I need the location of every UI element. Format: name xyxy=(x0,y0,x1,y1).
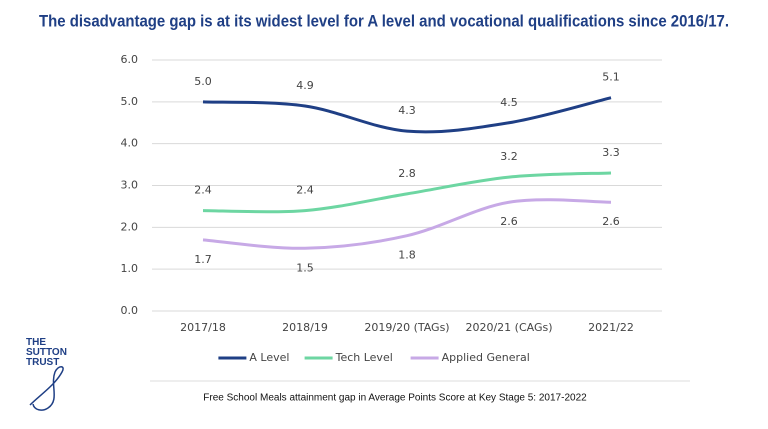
data-label: 2.4 xyxy=(194,184,212,197)
legend-label: A Level xyxy=(249,351,289,364)
legend-label: Tech Level xyxy=(335,351,393,364)
data-label: 4.9 xyxy=(296,79,314,92)
legend-label: Applied General xyxy=(442,351,530,364)
x-tick-label: 2021/22 xyxy=(588,321,634,334)
data-label: 1.5 xyxy=(296,261,314,274)
y-tick-label: 1.0 xyxy=(121,262,139,275)
y-tick-label: 5.0 xyxy=(121,95,139,108)
data-label: 3.3 xyxy=(602,146,620,159)
caption: Free School Meals attainment gap in Aver… xyxy=(203,393,587,404)
data-label: 2.6 xyxy=(500,215,518,228)
data-label: 1.8 xyxy=(398,249,416,262)
line xyxy=(202,198,612,250)
line xyxy=(202,96,612,134)
data-label: 2.6 xyxy=(602,215,620,228)
x-tick-label: 2017/18 xyxy=(180,321,226,334)
data-label: 4.3 xyxy=(398,104,416,117)
line xyxy=(202,171,612,214)
y-tick-label: 2.0 xyxy=(121,220,139,233)
x-tick-label: 2019/20 (TAGs) xyxy=(364,321,449,334)
logo-text: THE SUTTON TRUST xyxy=(26,338,67,368)
x-tick-label: 2020/21 (CAGs) xyxy=(465,321,552,334)
chart-title: The disadvantage gap is at its widest le… xyxy=(39,12,729,30)
y-tick-label: 6.0 xyxy=(121,53,139,66)
logo-swirl xyxy=(29,366,64,411)
data-label: 1.7 xyxy=(194,253,212,266)
data-label: 4.5 xyxy=(500,96,518,109)
data-label: 5.0 xyxy=(194,75,212,88)
y-tick-label: 3.0 xyxy=(121,179,139,192)
x-tick-label: 2018/19 xyxy=(282,321,328,334)
data-label: 2.4 xyxy=(296,184,314,197)
logo-box: THE SUTTON TRUST xyxy=(26,338,67,368)
y-tick-label: 0.0 xyxy=(121,304,139,317)
logo: THE SUTTON TRUST xyxy=(26,338,67,411)
data-label: 2.8 xyxy=(398,167,416,180)
y-tick-label: 4.0 xyxy=(121,137,139,150)
data-label: 3.2 xyxy=(500,150,518,163)
data-label: 5.1 xyxy=(602,71,620,84)
